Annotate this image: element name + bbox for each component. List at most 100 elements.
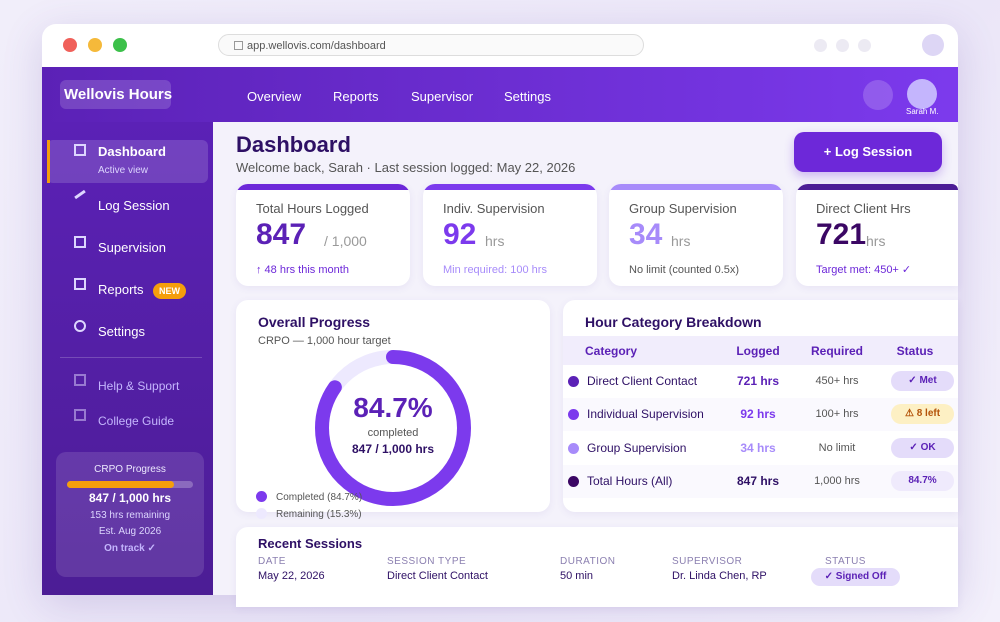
sidebar-sub: Active view	[98, 165, 149, 176]
row-logged: 847 hrs	[736, 474, 780, 489]
status-badge: ⚠ 8 left	[891, 404, 954, 425]
donut	[315, 350, 471, 506]
row-dot	[568, 442, 579, 454]
row-category: Group Supervision	[587, 440, 687, 455]
browser-avatar[interactable]	[922, 34, 944, 56]
column-header: DURATION	[560, 556, 616, 567]
session-cell: Dr. Linda Chen, RP	[672, 570, 767, 582]
stat-note: Target met: 450+ ✓	[816, 264, 912, 276]
app-header	[42, 67, 958, 122]
row-category: Individual Supervision	[587, 407, 704, 422]
nav-link[interactable]: Supervisor	[411, 89, 474, 104]
nav-link[interactable]: Reports	[333, 89, 379, 104]
stat-card	[609, 184, 783, 286]
status-badge: ✓ Met	[891, 371, 954, 391]
stat-value: 34	[629, 218, 663, 251]
stat-accent	[236, 184, 410, 190]
stat-note: ↑ 48 hrs this month	[256, 264, 349, 276]
stat-value: 721	[816, 218, 867, 251]
row-required: No limit	[818, 441, 856, 454]
stat-label: Total Hours Logged	[256, 201, 369, 216]
sidebar-item[interactable]: Reports	[98, 282, 144, 297]
donut-percent: 84.7%	[353, 392, 433, 423]
row-required: 1,000 hrs	[814, 475, 860, 488]
log-session-button[interactable]: + Log Session	[794, 132, 942, 172]
column-header: STATUS	[825, 556, 866, 567]
icon	[74, 320, 86, 332]
row-required: 450+ hrs	[815, 375, 859, 387]
sidebar	[42, 122, 213, 595]
donut-caption: completed	[367, 427, 419, 439]
stat-label: Direct Client Hrs	[816, 201, 911, 216]
ext-icon	[814, 39, 827, 52]
brand[interactable]: Wellovis Hours	[64, 86, 173, 103]
stat-card	[796, 184, 958, 286]
stat-accent	[796, 184, 958, 190]
card-title: Hour Category Breakdown	[585, 314, 762, 330]
row-logged: 34 hrs	[740, 440, 776, 455]
progress-status: On track ✓	[104, 543, 156, 554]
url-bar[interactable]	[218, 34, 644, 56]
progress-box	[56, 452, 204, 577]
column-header: SESSION TYPE	[387, 556, 467, 567]
progress-remaining: 153 hrs remaining	[89, 510, 171, 521]
stat-unit: hrs	[866, 233, 886, 249]
row-dot	[568, 376, 579, 387]
row-logged: 92 hrs	[740, 407, 776, 422]
status-badge: 84.7%	[891, 471, 954, 492]
column-header: Logged	[736, 344, 780, 358]
notify-button[interactable]	[863, 80, 893, 110]
url: app.wellovis.com/dashboard	[247, 40, 386, 52]
active-item[interactable]	[47, 140, 208, 183]
sidebar-item[interactable]: Supervision	[98, 240, 166, 255]
user-avatar[interactable]	[907, 79, 937, 109]
brand-box[interactable]	[60, 80, 171, 109]
url-icon	[234, 41, 243, 50]
sidebar-link[interactable]: Help & Support	[98, 379, 180, 393]
sidebar-item[interactable]: Dashboard	[98, 144, 166, 159]
column-header: Category	[585, 344, 638, 358]
donut-hours: 847 / 1,000 hrs	[351, 442, 435, 456]
min-dot[interactable]	[88, 38, 102, 52]
stat-card	[423, 184, 597, 286]
stat-note: No limit (counted 0.5x)	[629, 264, 740, 276]
sidebar-link[interactable]: College Guide	[98, 414, 175, 428]
max-dot[interactable]	[113, 38, 127, 52]
icon	[74, 374, 86, 386]
stat-card	[236, 184, 410, 286]
session-cell: Direct Client Contact	[387, 570, 488, 582]
card-title: Overall Progress	[258, 314, 371, 330]
active-marker	[47, 140, 50, 183]
icon	[74, 409, 86, 421]
progress-title: CRPO Progress	[94, 464, 166, 475]
card-subtitle: CRPO — 1,000 hour target	[258, 335, 391, 347]
nav-link[interactable]: Settings	[504, 89, 551, 104]
legend-swatch	[256, 508, 267, 519]
user-name: Sarah M.	[906, 107, 939, 116]
stat-label: Group Supervision	[629, 201, 737, 216]
sidebar-item[interactable]: Log Session	[98, 198, 170, 213]
close-dot[interactable]	[63, 38, 77, 52]
stat-value: 92	[443, 218, 477, 251]
status-badge: ✓ Signed Off	[811, 568, 900, 586]
donut-arc	[315, 350, 471, 506]
legend-label: Remaining (15.3%)	[276, 509, 362, 520]
column-header: Required	[810, 344, 863, 358]
row-logged: 721 hrs	[736, 374, 780, 388]
progress-card	[236, 300, 550, 512]
card-title: Recent Sessions	[258, 536, 363, 551]
progress-hours: 847 / 1,000 hrs	[88, 491, 172, 505]
row-dot	[568, 476, 579, 488]
ext-icon	[836, 39, 849, 52]
progress-est: Est. Aug 2026	[98, 526, 162, 537]
divider	[60, 357, 202, 358]
status-badge: ✓ OK	[891, 437, 954, 458]
session-cell: May 22, 2026	[258, 570, 325, 582]
session-cell: 50 min	[560, 570, 594, 582]
nav-link[interactable]: Overview	[247, 89, 302, 104]
column-header: DATE	[258, 556, 286, 567]
sidebar-item[interactable]: Settings	[98, 324, 145, 339]
ext-icon	[858, 39, 871, 52]
legend-label: Completed (84.7%)	[276, 492, 363, 503]
icon	[74, 278, 86, 290]
